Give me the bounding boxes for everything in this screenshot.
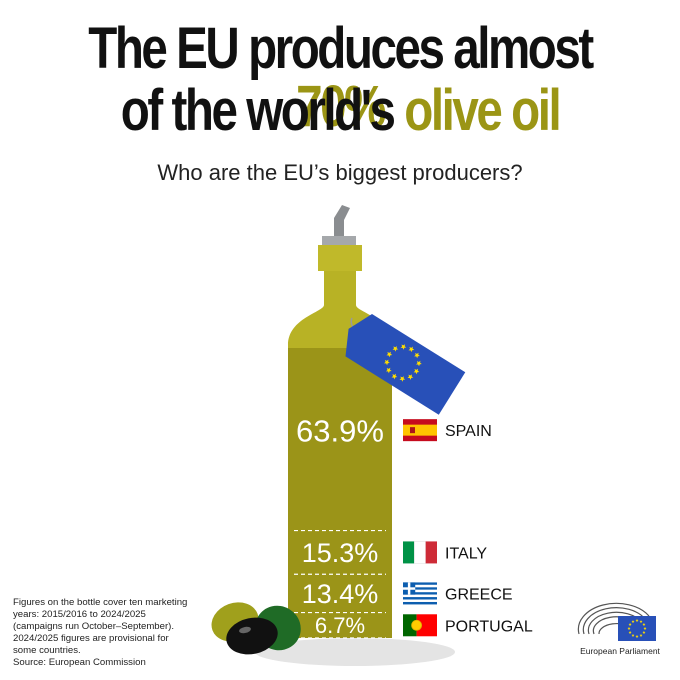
- bottle-cap: [318, 245, 362, 271]
- footnote-line: years: 2015/2016 to 2024/2025: [13, 609, 146, 621]
- eu-star-icon: [400, 344, 407, 350]
- eu-tag-icon: [345, 314, 466, 415]
- eu-star-icon: [386, 351, 393, 358]
- value-label-greece: 13.4%: [302, 579, 379, 609]
- eu-star-icon: [639, 633, 643, 637]
- country-label-spain: SPAIN: [445, 423, 492, 440]
- eu-star-icon: [384, 359, 390, 366]
- eu-star-icon: [635, 618, 639, 622]
- title-highlight-1: 70%: [296, 74, 386, 139]
- bottle-spout-icon: [334, 205, 350, 240]
- brand-name: European Parliament: [580, 646, 660, 656]
- european-parliament-logo-icon: [577, 602, 656, 641]
- title-line-1: The EU produces almost 70%: [61, 20, 619, 136]
- footnote-line: 2024/2025 figures are provisional for: [13, 633, 169, 645]
- eu-star-icon: [643, 626, 647, 630]
- bottle-shadow: [255, 638, 455, 666]
- value-label-italy: 15.3%: [302, 538, 379, 568]
- eu-star-icon: [413, 368, 420, 375]
- eu-star-icon: [414, 352, 420, 359]
- portugal-flag-icon: [403, 614, 437, 637]
- footnote: Figures on the bottle cover ten marketin…: [13, 597, 213, 670]
- eu-star-icon: [627, 626, 631, 630]
- eu-star-icon: [635, 634, 639, 638]
- olives-icon: [211, 602, 301, 655]
- eu-star-icon: [639, 619, 643, 623]
- subtitle: Who are the EU’s biggest producers?: [157, 160, 523, 185]
- eu-star-icon: [631, 633, 635, 637]
- eu-star-icon: [628, 630, 632, 634]
- country-label-greece: GREECE: [445, 586, 513, 603]
- spain-flag-icon: [403, 419, 437, 442]
- eu-star-icon: [392, 346, 399, 352]
- italy-flag-icon: [403, 541, 437, 564]
- eu-star-icon: [628, 622, 632, 626]
- eu-star-icon: [642, 630, 646, 634]
- country-rows: SPAIN ITALY GREECE PORTUGAL: [403, 419, 533, 637]
- oil-segments: [288, 348, 392, 639]
- value-labels: 63.9% 15.3% 13.4% 6.7%: [296, 413, 384, 638]
- oil-fill: [288, 348, 392, 638]
- eu-star-icon: [631, 619, 635, 623]
- eu-star-icon: [408, 346, 415, 353]
- eu-star-icon: [399, 376, 406, 382]
- footnote-line: some countries.: [13, 645, 81, 657]
- eu-star-icon: [391, 373, 398, 380]
- bottle-spout-base: [322, 236, 356, 246]
- footnote-line: Figures on the bottle cover ten marketin…: [13, 597, 188, 608]
- eu-star-icon: [407, 374, 414, 380]
- eu-star-icon: [642, 622, 646, 626]
- title-highlight-2: olive oil: [404, 78, 561, 143]
- title-line-2: of the world's olive oil: [61, 82, 619, 140]
- value-label-spain: 63.9%: [296, 413, 384, 448]
- eu-star-icon: [416, 360, 422, 367]
- greece-flag-icon: [403, 582, 437, 605]
- footnote-line: (campaigns run October–September).: [13, 621, 175, 633]
- title-text-1: The EU produces almost: [88, 16, 594, 81]
- title-text-2: of the world's: [120, 78, 405, 143]
- footnote-source: Source: European Commission: [13, 657, 146, 669]
- value-label-portugal: 6.7%: [315, 613, 365, 638]
- country-label-italy: ITALY: [445, 545, 487, 562]
- country-label-portugal: PORTUGAL: [445, 618, 533, 635]
- eu-star-icon: [385, 367, 392, 374]
